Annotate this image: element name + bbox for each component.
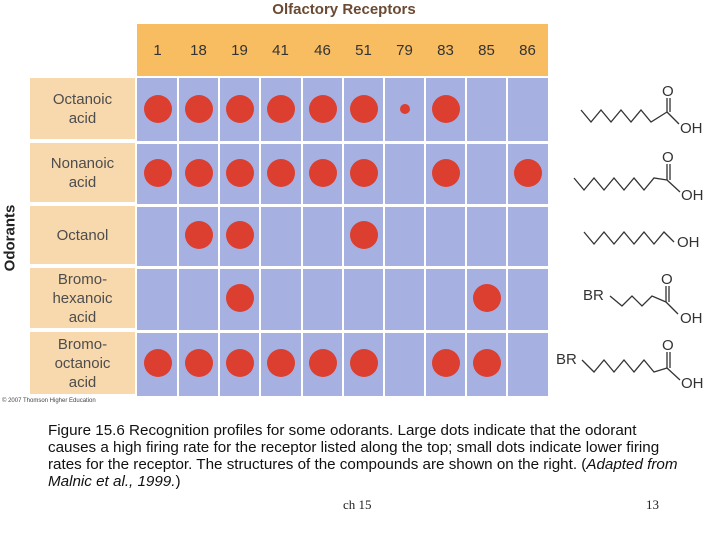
large-response-dot [472, 349, 501, 377]
grid-line-vertical [259, 78, 261, 396]
large-response-dot [184, 221, 213, 249]
receptor-header: 83 [437, 42, 454, 59]
small-response-dot [399, 103, 410, 114]
odorant-label: Octanol [30, 206, 135, 264]
bromine-label: BR [556, 351, 577, 368]
large-response-dot [184, 158, 213, 187]
large-response-dot [225, 221, 254, 249]
grid-line-horizontal [137, 266, 548, 269]
large-response-dot [513, 158, 542, 187]
odorant-label: Octanoic acid [30, 78, 135, 139]
hydroxyl-label: OH [680, 120, 703, 136]
y-axis-label: Odorants [1, 204, 19, 272]
grid-line-vertical [301, 78, 303, 396]
receptor-header: 18 [190, 42, 207, 59]
large-response-dot [431, 349, 460, 377]
grid-line-vertical [506, 78, 508, 396]
receptor-header: 51 [355, 42, 372, 59]
caption-text: Figure 15.6 Recognition profiles for som… [48, 422, 660, 473]
grid-line-vertical [383, 78, 385, 396]
large-response-dot [431, 158, 460, 187]
large-response-dot [472, 284, 501, 312]
oxygen-label: O [662, 84, 674, 100]
receptor-header: 1 [153, 42, 162, 59]
grid-line-vertical [177, 78, 179, 396]
structure-nonanoic-acid: O OH [573, 149, 704, 202]
grid-line-horizontal [137, 204, 548, 207]
large-response-dot [349, 349, 378, 377]
structure-bromohexanoic-acid: BR O OH [583, 272, 703, 327]
receptor-header: 41 [272, 42, 289, 59]
hydroxyl-label: OH [680, 310, 703, 327]
hydroxyl-label: OH [681, 375, 704, 392]
odorant-label: Nonanoic acid [30, 143, 135, 202]
receptor-header: 79 [396, 42, 413, 59]
large-response-dot [143, 349, 172, 377]
large-response-dot [225, 158, 254, 187]
page-number: 13 [646, 497, 659, 512]
grid-line-vertical [465, 78, 467, 396]
caption-citation: Adapted from Malnic et al., 1999. [48, 456, 678, 490]
large-response-dot [349, 158, 378, 187]
oxygen-label: O [661, 272, 673, 288]
receptor-header: 85 [478, 42, 495, 59]
large-response-dot [349, 221, 378, 249]
large-response-dot [143, 158, 172, 187]
grid-line-vertical [424, 78, 426, 396]
receptor-header: 86 [519, 42, 536, 59]
receptor-header: 19 [231, 42, 248, 59]
caption-end: ) [175, 473, 181, 490]
large-response-dot [184, 349, 213, 377]
large-response-dot [308, 349, 337, 377]
large-response-dot [225, 349, 254, 377]
bromine-label: BR [583, 287, 604, 304]
receptor-header-band [137, 24, 548, 76]
figure-caption: Figure 15.6 Recognition profiles for som… [48, 422, 688, 490]
structure-octanoic-acid: O OH [580, 84, 703, 136]
odorant-label: Bromo- octanoic acid [30, 332, 135, 394]
structure-bromooctanoic-acid: BR O OH [556, 337, 704, 392]
hydroxyl-label: OH [677, 234, 700, 251]
large-response-dot [225, 94, 254, 123]
grid-line-vertical [218, 78, 220, 396]
large-response-dot [266, 349, 295, 377]
odorant-label: Bromo- hexanoic acid [30, 268, 135, 328]
large-response-dot [266, 94, 295, 123]
large-response-dot [184, 94, 213, 123]
large-response-dot [225, 284, 254, 312]
grid-line-horizontal [137, 141, 548, 144]
large-response-dot [266, 158, 295, 187]
large-response-dot [431, 94, 460, 123]
oxygen-label: O [662, 337, 674, 354]
copyright-text: © 2007 Thomson Higher Education [2, 398, 96, 404]
grid-line-vertical [342, 78, 344, 396]
chart-title: Olfactory Receptors [272, 1, 416, 18]
large-response-dot [143, 94, 172, 123]
large-response-dot [349, 94, 378, 123]
oxygen-label: O [662, 149, 674, 166]
footer-chapter: ch 15 [343, 497, 372, 512]
structure-octanol: OH [583, 230, 700, 251]
hydroxyl-label: OH [681, 187, 704, 202]
grid-line-horizontal [137, 330, 548, 333]
large-response-dot [308, 158, 337, 187]
receptor-header: 46 [314, 42, 331, 59]
large-response-dot [308, 94, 337, 123]
